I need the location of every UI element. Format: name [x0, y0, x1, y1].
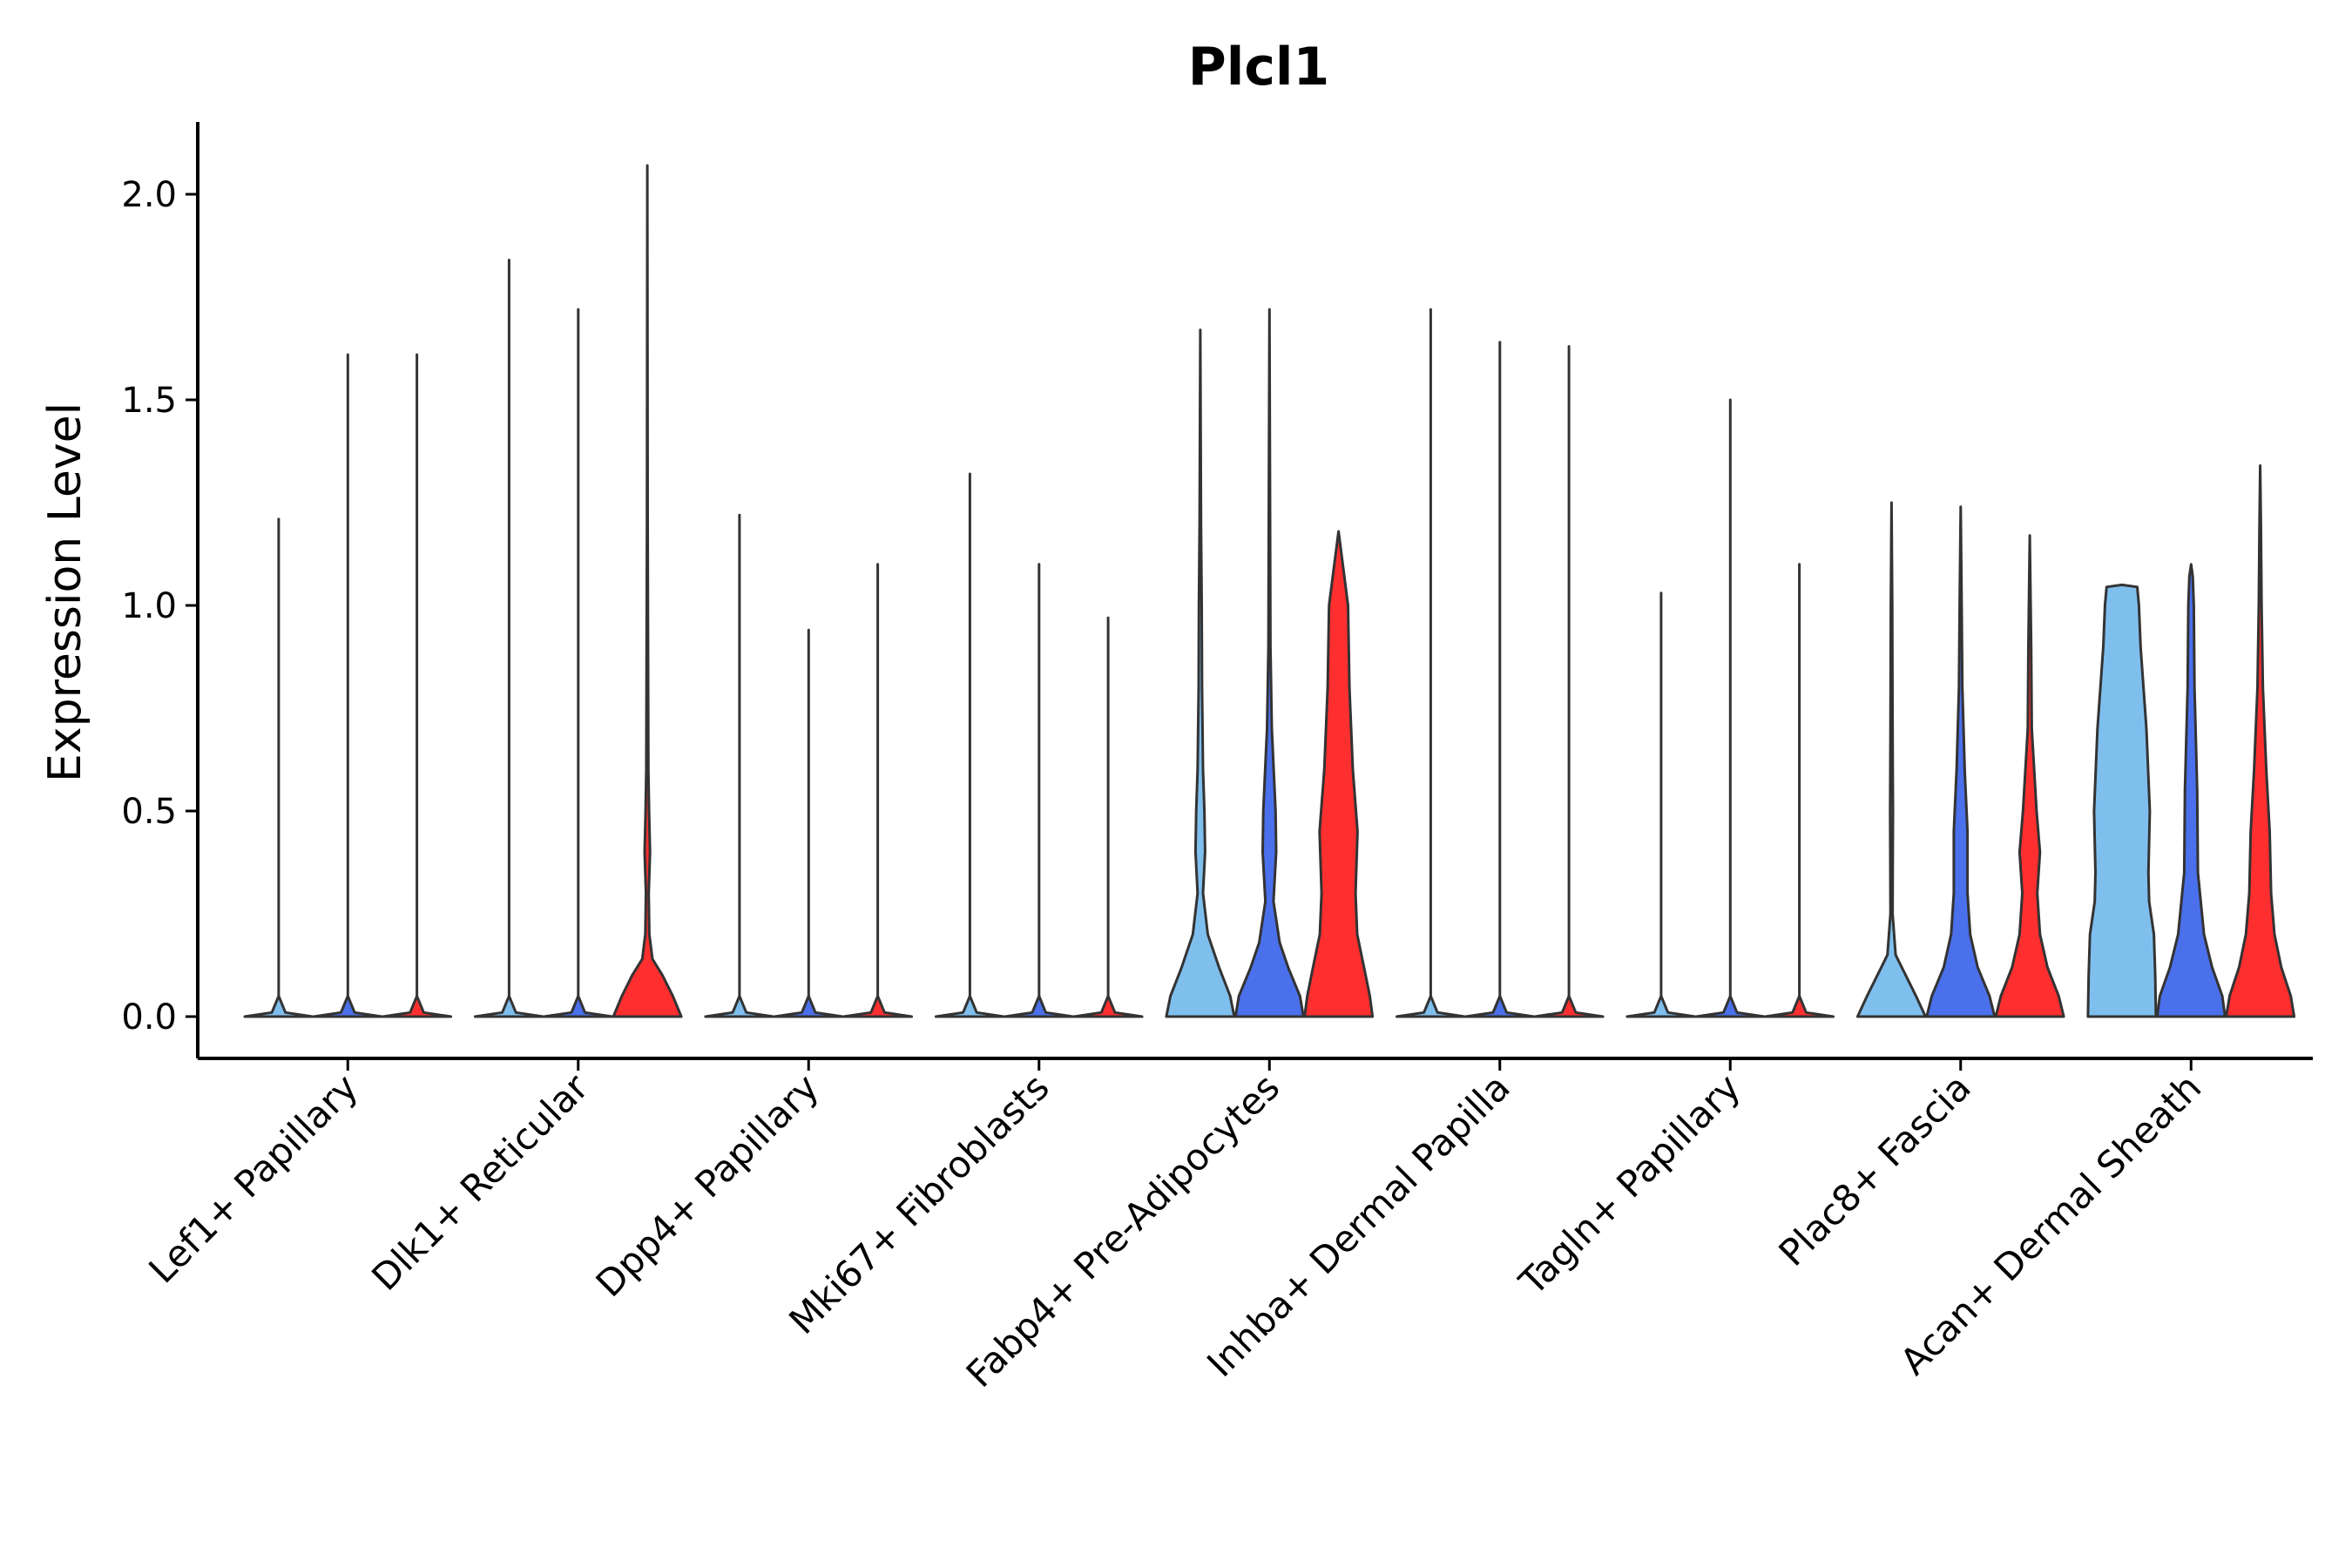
x-tick-label: Tagln+ Papillary [1511, 1065, 1748, 1303]
y-tick-label: 0.5 [121, 792, 177, 832]
violin-3 [612, 164, 683, 1018]
y-tick-label: 0.0 [121, 997, 177, 1037]
violin-2 [1464, 341, 1536, 1018]
violin-1 [1855, 501, 1927, 1018]
violin-1 [1165, 328, 1236, 1018]
x-tick-label: Plac8+ Fascia [1770, 1065, 1978, 1274]
violin-2 [1004, 563, 1075, 1018]
violin-2 [312, 353, 383, 1018]
x-tick-label: Dpp4+ Papillary [588, 1065, 828, 1305]
violin-2 [1925, 505, 1997, 1018]
y-tick-label: 2.0 [121, 175, 177, 215]
violin-3 [1072, 616, 1144, 1018]
violin-1 [1395, 308, 1466, 1018]
violin-3 [2225, 464, 2296, 1018]
violin-3 [842, 563, 914, 1018]
violin-3 [1994, 534, 2065, 1018]
y-tick-label: 1.5 [121, 381, 177, 421]
y-tick-label: 1.0 [121, 586, 177, 626]
violin-1 [1625, 591, 1697, 1018]
y-ticks: 0.0 0.5 1.0 1.5 2.0 [121, 175, 198, 1037]
violin-1 [934, 472, 1005, 1018]
violin-2 [543, 308, 614, 1018]
violin-1 [243, 517, 314, 1018]
violin-2 [773, 628, 844, 1018]
violin-1 [704, 513, 775, 1018]
axes [196, 122, 2313, 1060]
x-tick-label: Lef1+ Papillary [140, 1065, 366, 1291]
y-axis-label: Expression Level [39, 402, 91, 782]
violin-2 [2155, 563, 2227, 1018]
violin-3 [1303, 530, 1375, 1018]
violin-2 [1233, 308, 1305, 1018]
violin-3 [382, 353, 453, 1018]
violin-2 [1694, 398, 1766, 1018]
violin-1 [473, 259, 544, 1018]
x-tick-label: Dlk1+ Reticular [363, 1065, 597, 1299]
violin-3 [1764, 563, 1835, 1018]
violin-3 [1533, 345, 1605, 1018]
violin-1 [2086, 583, 2158, 1018]
violin-group [243, 164, 2296, 1018]
x-tick-label: Mki67+ Fibroblasts [781, 1065, 1057, 1342]
chart-title: Plcl1 [1188, 37, 1329, 98]
